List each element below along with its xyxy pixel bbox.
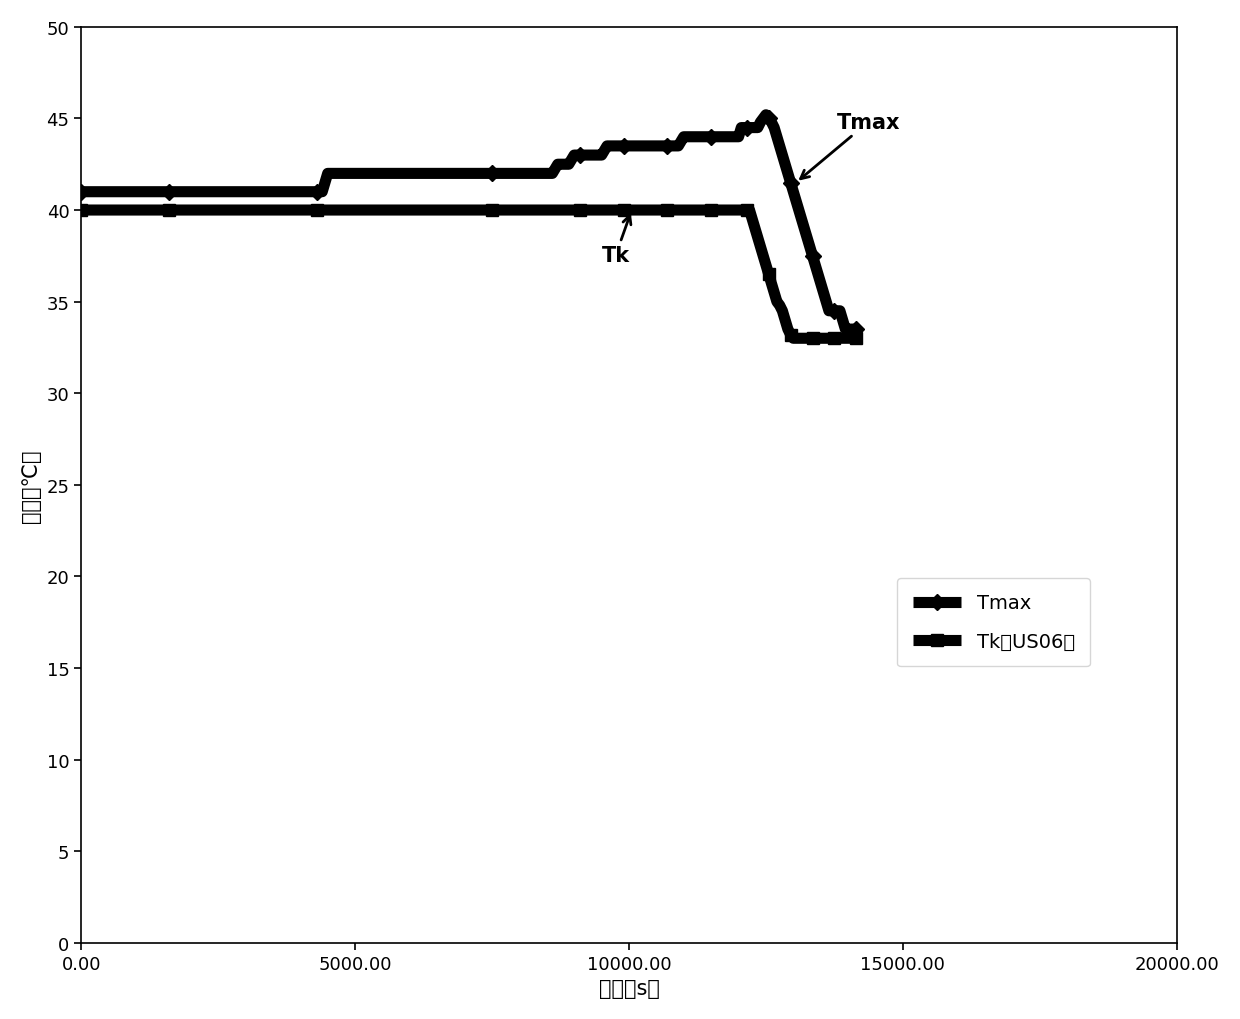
- Tmax: [852, 324, 867, 336]
- Tmax: [732, 131, 746, 144]
- Tk（US06）: [73, 205, 88, 217]
- Y-axis label: 温度（℃）: 温度（℃）: [21, 448, 41, 522]
- Tk（US06）: [734, 205, 749, 217]
- Tk（US06）: [816, 333, 831, 345]
- X-axis label: 时间（s）: 时间（s）: [599, 978, 660, 999]
- Tmax: [107, 186, 122, 199]
- Tk（US06）: [107, 205, 122, 217]
- Tk（US06）: [732, 205, 746, 217]
- Legend: Tmax, Tk（US06）: Tmax, Tk（US06）: [897, 579, 1090, 666]
- Tk（US06）: [750, 232, 765, 245]
- Tmax: [838, 324, 853, 336]
- Tk（US06）: [761, 269, 776, 281]
- Text: Tk: Tk: [601, 216, 631, 266]
- Tmax: [759, 109, 774, 121]
- Text: Tmax: Tmax: [801, 112, 900, 179]
- Tk（US06）: [786, 333, 801, 345]
- Tmax: [73, 186, 88, 199]
- Tk（US06）: [852, 333, 867, 345]
- Tmax: [764, 117, 779, 129]
- Line: Tk（US06）: Tk（US06）: [76, 205, 864, 344]
- Tmax: [750, 122, 765, 135]
- Tmax: [816, 287, 831, 300]
- Tmax: [734, 122, 749, 135]
- Line: Tmax: Tmax: [76, 110, 864, 335]
